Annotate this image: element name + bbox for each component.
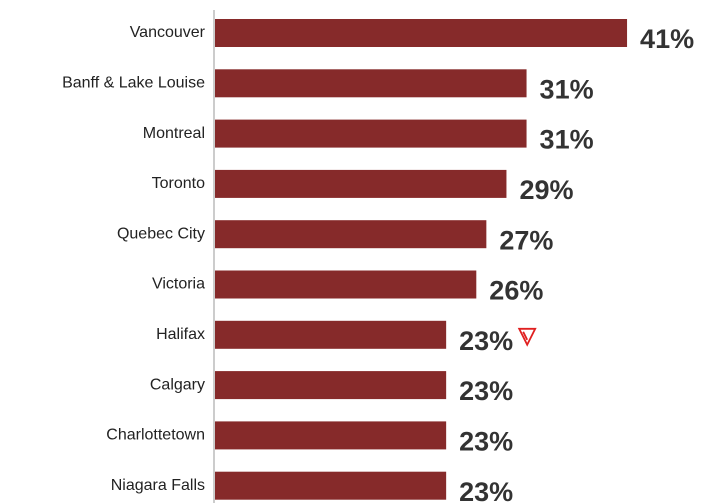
value-label: 23% [459,427,513,457]
value-label: 41% [640,24,694,54]
category-label: Charlottetown [106,427,205,444]
category-label: Montreal [143,125,205,142]
bar [215,169,507,198]
value-label: 23% [459,477,513,503]
bar [215,471,447,500]
category-label: Calgary [150,376,205,393]
category-label: Niagara Falls [111,477,205,494]
value-label: 27% [499,225,553,255]
value-label: 23% [459,326,513,356]
trend-arrow-icon [517,327,537,347]
value-label: 23% [459,376,513,406]
bar [215,421,447,450]
bar [215,19,628,47]
bar [215,270,477,299]
value-label: 26% [489,276,543,306]
category-label: Vancouver [130,24,206,41]
category-label: Banff & Lake Louise [62,75,205,92]
category-label: Halifax [156,326,205,343]
category-label: Victoria [152,276,205,293]
value-label: 31% [540,74,594,104]
value-label: 31% [540,125,594,155]
bar [215,371,447,400]
category-label: Toronto [152,175,205,192]
bar [215,320,447,349]
bar [215,69,527,98]
category-label: Quebec City [117,225,205,242]
bar [215,119,527,148]
value-label: 29% [519,175,573,205]
bar [215,220,487,249]
